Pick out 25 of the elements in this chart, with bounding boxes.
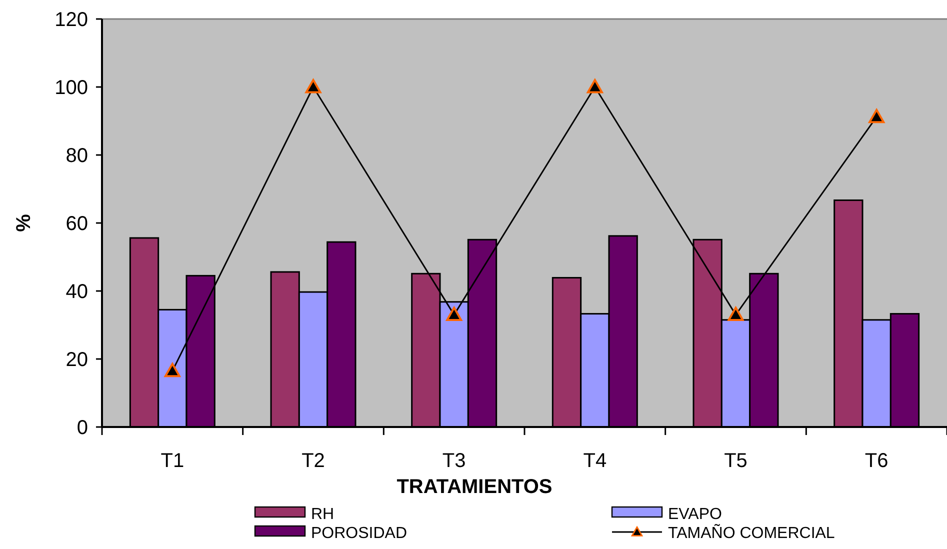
legend-label: POROSIDAD (311, 525, 408, 542)
x-tick-label: T5 (724, 450, 748, 472)
point (164, 362, 180, 378)
legend-label: RH (311, 506, 334, 524)
y-tick-label: 20 (66, 349, 88, 371)
x-tick-label: T4 (583, 450, 607, 472)
legend-label: EVAPO (668, 506, 722, 524)
x-tick-label: T2 (302, 450, 325, 472)
y-tick-label: 60 (66, 213, 88, 235)
y-tick-label: 120 (54, 9, 88, 31)
y-axis-title: % (13, 214, 35, 232)
y-tick-label: 100 (54, 77, 88, 99)
legend-label: TAMAÑO COMERCIAL (668, 523, 835, 542)
x-axis-title: TRATAMIENTOS (396, 476, 552, 498)
y-tick-label: 80 (66, 145, 88, 167)
point (305, 79, 322, 94)
y-tick-label: 0 (76, 417, 88, 439)
x-tick-label: T1 (160, 450, 184, 472)
point (446, 306, 462, 322)
y-tick-label: 40 (66, 281, 88, 303)
point (586, 79, 603, 94)
x-tick-label: T3 (442, 450, 466, 472)
point (868, 108, 885, 124)
x-tick-label: T6 (864, 450, 888, 472)
point (728, 306, 744, 322)
